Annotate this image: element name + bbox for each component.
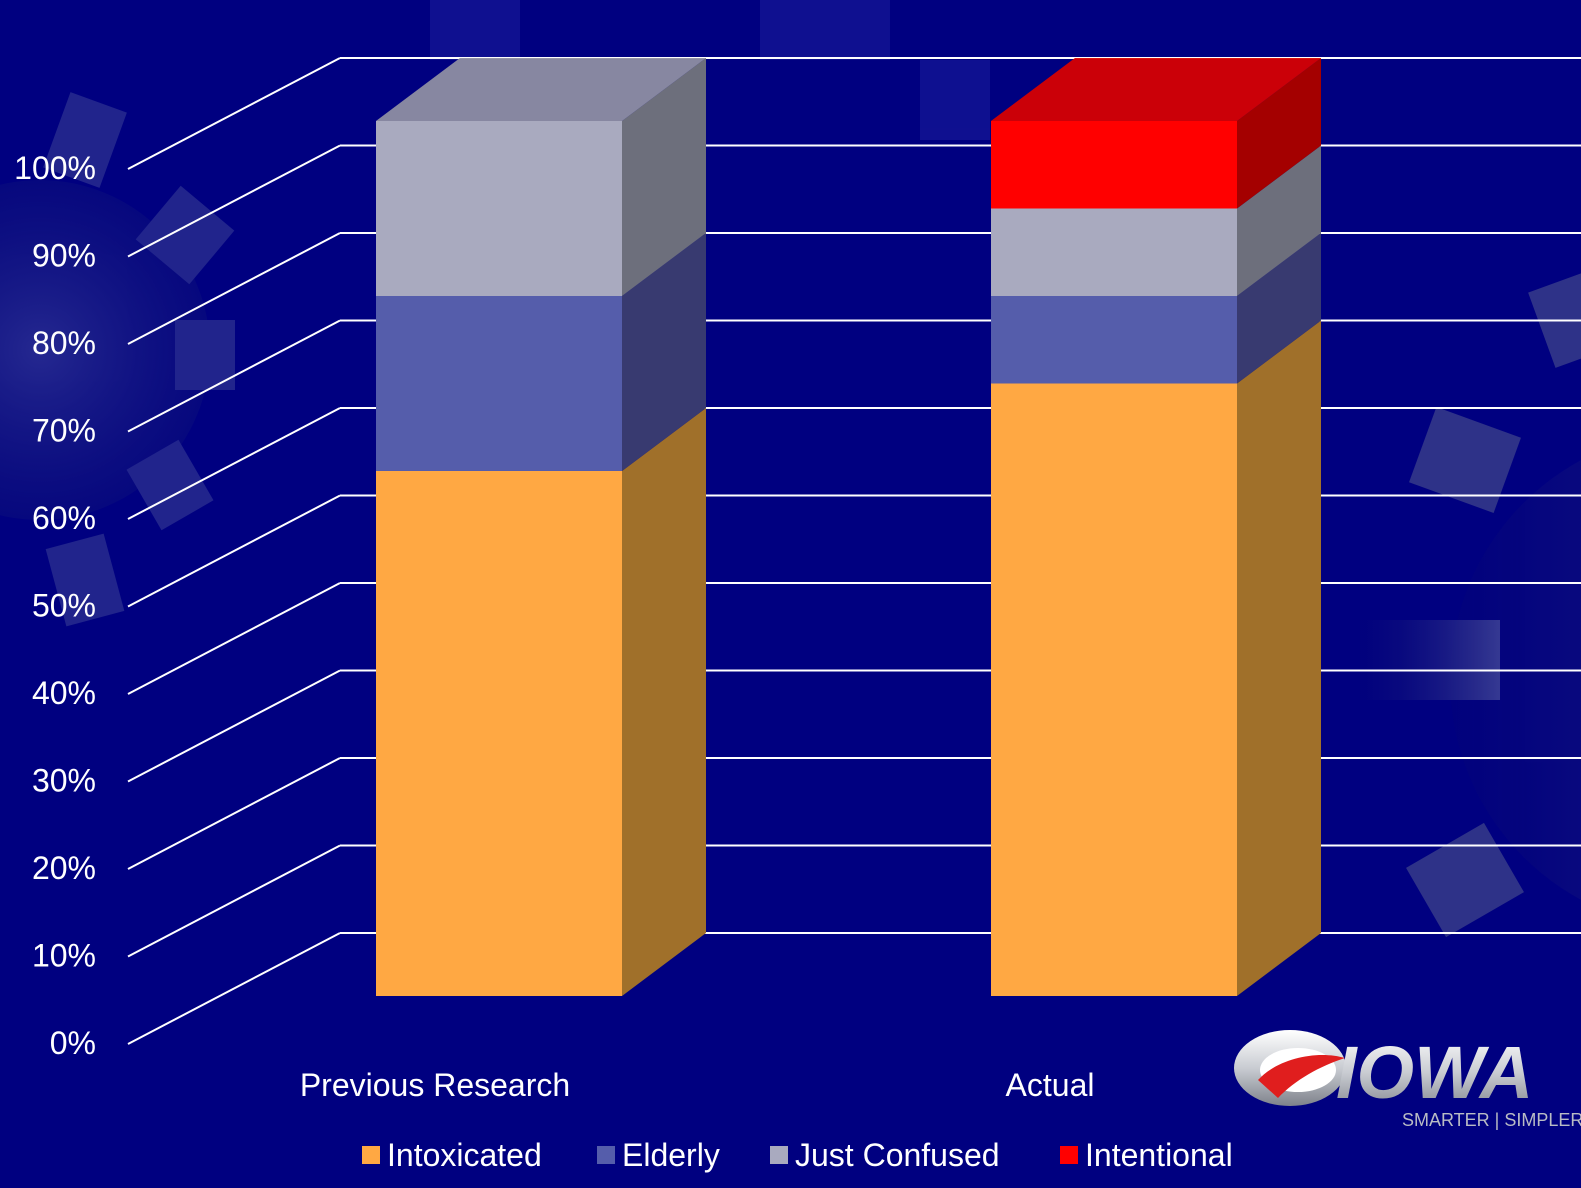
- y-tick-label: 60%: [32, 500, 96, 536]
- legend-swatch: [362, 1146, 380, 1164]
- bar-segment: [376, 121, 622, 296]
- x-axis-labels: Previous Research Actual: [300, 1067, 1095, 1103]
- bar-segment: [991, 208, 1237, 296]
- gear-left-decoration: [0, 92, 235, 627]
- y-tick-label: 30%: [32, 763, 96, 799]
- logo-wordmark: IOWA: [1336, 1031, 1533, 1114]
- gridline-diagonal: [127, 407, 341, 520]
- bar-segment-side: [622, 58, 706, 296]
- legend-swatch: [1060, 1146, 1078, 1164]
- y-tick-label: 90%: [32, 238, 96, 274]
- y-tick-label: 40%: [32, 675, 96, 711]
- legend-item: Elderly: [597, 1137, 720, 1173]
- gridline-diagonal: [127, 144, 341, 258]
- gridline-diagonal: [127, 844, 341, 958]
- bar-segment: [376, 471, 622, 996]
- gridline-diagonal: [127, 757, 341, 870]
- iowa-logo: IOWA SMARTER | SIMPLER: [1234, 1030, 1581, 1130]
- legend-swatch: [770, 1146, 788, 1164]
- gridline-diagonal: [127, 232, 341, 345]
- bar-segment-side: [1237, 58, 1321, 209]
- legend-item: Intentional: [1060, 1137, 1233, 1173]
- bar-segment: [376, 296, 622, 471]
- gridline-diagonal: [127, 669, 341, 783]
- gear-right-decoration: [1360, 272, 1581, 938]
- gridlines: [127, 57, 1581, 1045]
- bar-segment: [991, 296, 1237, 384]
- legend-item: Just Confused: [770, 1137, 1000, 1173]
- bar-top-shade: [991, 58, 1321, 121]
- bar-stack: [376, 58, 706, 996]
- bar-segment: [991, 121, 1237, 209]
- gridline-diagonal: [127, 319, 341, 433]
- bar-top-shade: [376, 58, 706, 121]
- bar-stack: [991, 58, 1321, 996]
- gridline-diagonal: [127, 582, 341, 695]
- y-tick-label: 100%: [14, 150, 96, 186]
- background-gears: [0, 0, 1581, 938]
- logo-tagline: SMARTER | SIMPLER: [1402, 1110, 1581, 1130]
- legend-label: Elderly: [622, 1137, 720, 1173]
- y-tick-label: 70%: [32, 413, 96, 449]
- y-tick-label: 0%: [50, 1025, 96, 1061]
- bar-segment: [991, 383, 1237, 996]
- legend-label: Intentional: [1085, 1137, 1233, 1173]
- gridline-diagonal: [127, 494, 341, 608]
- legend-swatch: [597, 1146, 615, 1164]
- bar-segment-side: [1237, 145, 1321, 296]
- legend: Intoxicated Elderly Just Confused Intention…: [362, 1137, 1233, 1173]
- legend-label: Intoxicated: [387, 1137, 542, 1173]
- gear-top-decoration: [430, 0, 990, 140]
- legend-item: Intoxicated: [362, 1137, 542, 1173]
- iowa-swoosh-icon: [1234, 1030, 1346, 1106]
- bar-segment-side: [1237, 233, 1321, 384]
- bar-segment-side: [622, 233, 706, 471]
- legend-label: Just Confused: [795, 1137, 1000, 1173]
- y-axis-ticks: 0% 10% 20% 30% 40% 50% 60% 70% 80% 90% 100%: [14, 150, 96, 1061]
- x-tick-label: Previous Research: [300, 1067, 570, 1103]
- x-tick-label: Actual: [1006, 1067, 1095, 1103]
- bars: [376, 58, 1321, 996]
- y-tick-label: 80%: [32, 325, 96, 361]
- y-tick-label: 20%: [32, 850, 96, 886]
- gridline-diagonal: [127, 57, 341, 170]
- bar-segment-side: [622, 408, 706, 996]
- y-tick-label: 10%: [32, 938, 96, 974]
- bar-segment-side: [1237, 320, 1321, 996]
- y-tick-label: 50%: [32, 588, 96, 624]
- gridline-diagonal: [127, 932, 341, 1045]
